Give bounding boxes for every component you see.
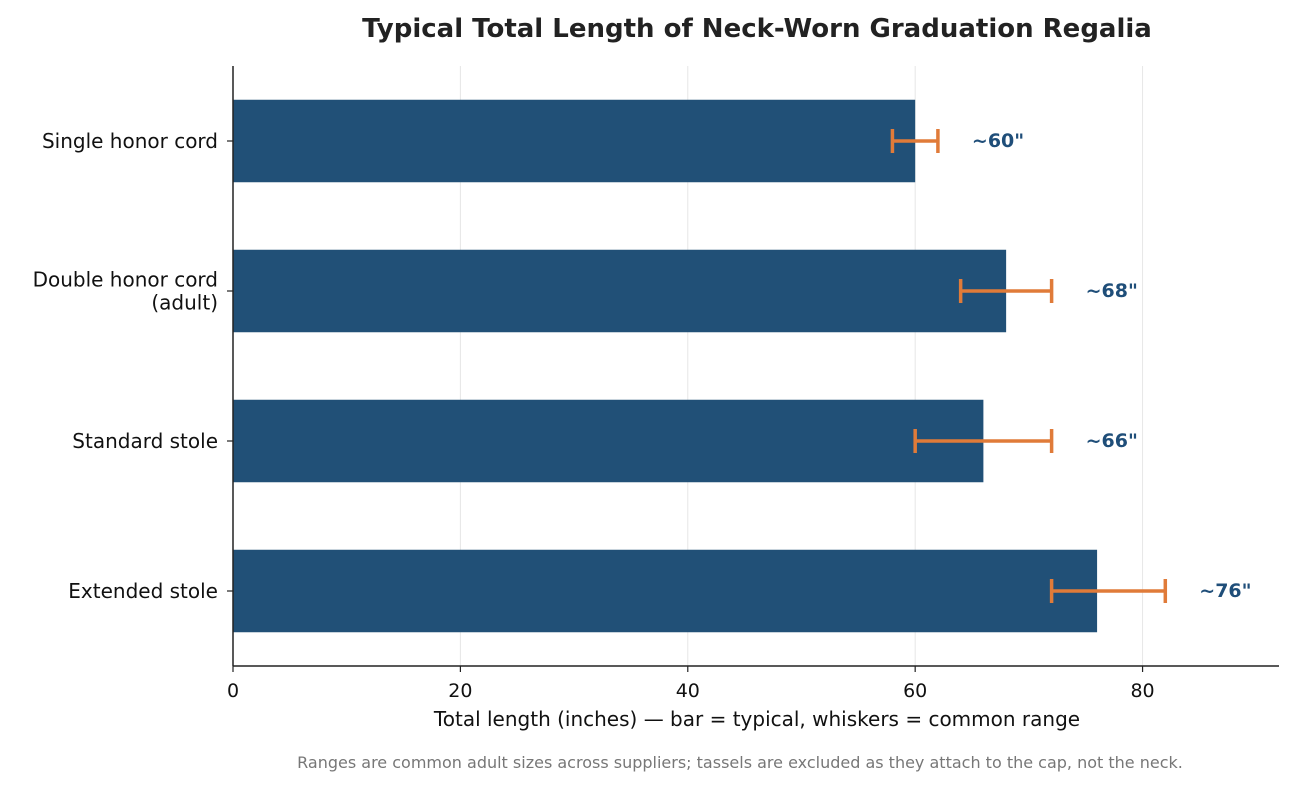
value-label-2: ~66" [1086,430,1138,452]
x-tick-label-20: 20 [448,680,472,702]
chart-title: Typical Total Length of Neck-Worn Gradua… [362,14,1152,44]
whiskers [890,129,1168,603]
x-axis-label: Total length (inches) — bar = typical, w… [433,707,1080,731]
category-label-2: Standard stole [72,429,218,453]
x-tick-label-40: 40 [676,680,700,702]
x-tick-labels: 0 20 40 60 80 [227,680,1155,702]
bar-2 [233,399,984,483]
category-labels: Single honor cord Double honor cord(adult… [33,129,218,603]
category-label-1-line-0: Double honor cord [33,268,218,292]
value-label-3: ~76" [1199,580,1251,602]
bar-1 [233,249,1007,333]
bar-0 [233,99,916,183]
value-labels: ~60" ~68" ~66" ~76" [972,130,1252,602]
category-label-0: Single honor cord [42,129,218,153]
x-tick-label-0: 0 [227,680,239,702]
bar-3 [233,549,1098,633]
category-label-1-line-1: (adult) [151,291,218,315]
value-label-1: ~68" [1086,280,1138,302]
x-tick-label-80: 80 [1130,680,1154,702]
value-label-0: ~60" [972,130,1024,152]
axes [227,66,1279,672]
category-label-3: Extended stole [68,579,218,603]
bars [233,99,1098,633]
footnote: Ranges are common adult sizes across sup… [297,753,1183,772]
x-tick-label-60: 60 [903,680,927,702]
